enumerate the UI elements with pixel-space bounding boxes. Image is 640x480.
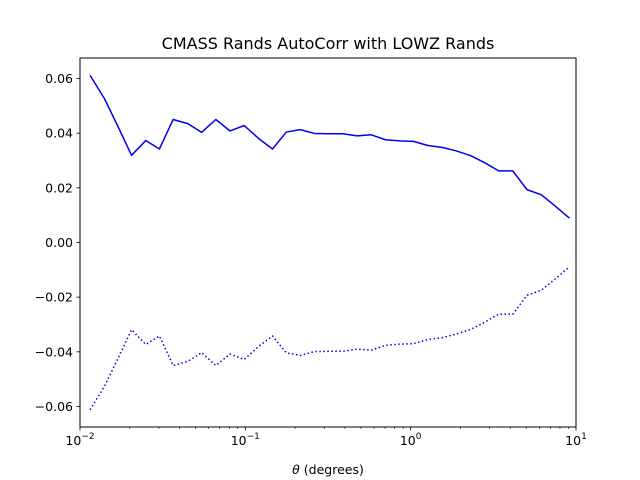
y-tick-label: 0.02 [45,180,73,195]
x-tick-label-base: 10 [65,433,81,448]
plot-area: 10−2 10−1 100 101 0.060.040.020.00−0.02−0.0… [35,57,587,448]
x-tick-label: 10−2 [65,432,94,448]
y-tick-label: −0.04 [35,344,73,359]
x-tick-label: 10−1 [231,432,260,448]
x-tick-label-base: 10 [400,433,416,448]
x-tick-label-base: 10 [565,433,581,448]
y-tick-label: −0.06 [35,399,73,414]
series-line-1 [89,74,570,219]
x-tick-label-exponent: −2 [81,432,94,442]
y-tick-label: 0.04 [45,126,73,141]
chart-title: CMASS Rands AutoCorr with LOWZ Rands [162,34,495,53]
y-tick-label: 0.00 [45,235,73,250]
y-tick-label: −0.02 [35,290,73,305]
x-tick-label-exponent: 0 [416,432,422,442]
x-tick-label-base: 10 [231,433,247,448]
x-axis-label-text: (degrees) [300,462,364,477]
x-tick-label: 100 [400,432,422,448]
y-tick-label: 0.06 [45,71,73,86]
x-tick-label-exponent: −1 [247,432,260,442]
x-tick-label: 101 [565,432,587,448]
x-tick-label-exponent: 1 [581,432,587,442]
x-axis-ticks: 10−2 10−1 100 101 [65,427,587,448]
x-axis-label-symbol: θ [292,462,300,477]
series-layer [89,74,570,411]
y-axis-ticks: 0.06 0.04 0.02 0.00 −0.02 −0.04 −0.06 [35,71,80,414]
x-axis-label: θ (degrees) [292,462,364,477]
series-line-2 [89,266,570,411]
